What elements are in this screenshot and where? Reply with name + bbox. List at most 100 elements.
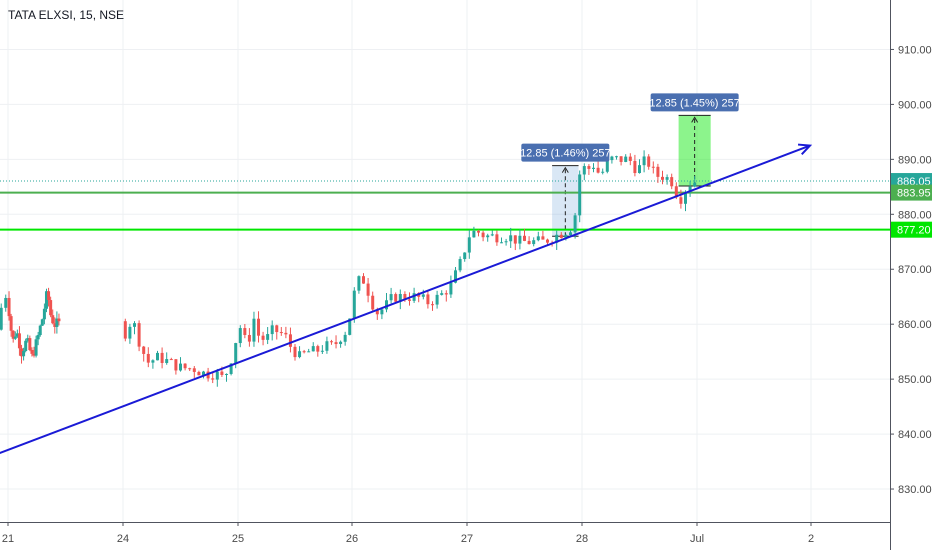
candle-body	[444, 293, 448, 295]
candle-body	[284, 332, 288, 335]
measurement-label: 12.85 (1.46%) 257	[520, 148, 611, 160]
candle-body	[137, 323, 141, 347]
x-tick-label: 21	[2, 533, 14, 545]
x-tick-label: 24	[117, 533, 129, 545]
candle-body	[311, 346, 315, 352]
candle-body	[229, 363, 233, 374]
candle-body	[30, 349, 34, 354]
trend-line[interactable]	[0, 143, 813, 481]
candle-body	[0, 307, 3, 330]
candle-body	[47, 291, 51, 301]
candle-body	[257, 318, 261, 336]
candle-body	[651, 166, 655, 168]
candle-body	[329, 341, 333, 343]
candle-body	[403, 294, 407, 300]
price-label: 877.20	[897, 225, 931, 237]
candle-body	[220, 371, 224, 375]
y-tick-label: 830.00	[898, 484, 932, 496]
candle-body	[440, 293, 444, 295]
candle-body	[38, 325, 42, 336]
x-tick-label: 2	[808, 533, 814, 545]
y-tick-label: 850.00	[898, 374, 932, 386]
candle-body	[40, 319, 44, 326]
candle-body	[518, 235, 522, 244]
candle-body	[408, 299, 411, 301]
x-tick-label: 28	[576, 533, 588, 545]
candle-body	[55, 318, 59, 327]
price-axis[interactable]: 830.00 840.00 850.00 860.00 870.00 880.00 890.…	[890, 0, 932, 550]
candle-body	[610, 156, 614, 161]
candle-body	[490, 234, 494, 236]
candle-body	[684, 192, 687, 204]
measurement-arrow-head	[561, 166, 569, 173]
candle-body	[24, 340, 28, 352]
candle-body	[22, 351, 26, 357]
candle-body	[156, 352, 159, 361]
candle-body	[252, 318, 256, 342]
candle-body	[243, 328, 247, 335]
candle-body	[431, 304, 434, 306]
candle-body	[192, 368, 196, 372]
candle-body	[435, 294, 439, 305]
candle-body	[688, 186, 692, 193]
y-tick-label: 870.00	[898, 264, 932, 276]
candle-body	[44, 291, 48, 309]
candle-body	[197, 371, 201, 376]
candlestick-series	[0, 150, 697, 387]
candle-body	[51, 315, 55, 324]
candle-body	[142, 346, 146, 354]
candle-body	[316, 346, 320, 352]
candle-body	[679, 197, 683, 204]
measurement-boxes	[552, 114, 711, 237]
candle-body	[57, 318, 61, 322]
candle-body	[555, 234, 559, 243]
trend-line-path	[0, 144, 811, 455]
candle-body	[596, 167, 600, 173]
candle-body	[348, 318, 352, 335]
candle-body	[275, 325, 279, 333]
candle-body	[307, 351, 311, 353]
candle-body	[638, 165, 641, 174]
candle-body	[592, 167, 595, 169]
candle-body	[270, 325, 274, 335]
candle-body	[128, 326, 132, 339]
candle-body	[532, 240, 536, 245]
candle-body	[225, 373, 228, 375]
candle-body	[215, 371, 219, 380]
candle-body	[394, 294, 398, 302]
measurement-label-bg	[650, 93, 739, 112]
candle-body	[578, 174, 582, 216]
candle-body	[179, 363, 182, 371]
x-tick-label: Jul	[690, 533, 704, 545]
candle-body	[26, 338, 30, 341]
time-axis[interactable]: 21 24 25 26 27 28 Jul 2	[0, 522, 890, 545]
measurement-labels: 12.85 (1.46%) 257 12.85 (1.45%) 257	[520, 93, 740, 162]
price-label-bg	[891, 221, 932, 238]
candle-body	[546, 239, 549, 243]
candle-body	[28, 338, 32, 350]
price-label-bg	[891, 184, 932, 201]
y-tick-label: 900.00	[898, 99, 932, 111]
candle-body	[385, 300, 388, 310]
candle-body	[183, 363, 187, 369]
candle-body	[123, 321, 127, 339]
candle-body	[146, 353, 150, 363]
candle-body	[261, 335, 265, 340]
symbol-title[interactable]: TATA ELXSI, 15, NSE	[8, 8, 125, 22]
candle-body	[17, 333, 21, 349]
candle-body	[34, 339, 38, 356]
candle-body	[605, 160, 609, 172]
candle-body	[320, 350, 324, 352]
candle-body	[509, 235, 513, 242]
candle-body	[426, 294, 430, 305]
candle-body	[343, 334, 347, 342]
candle-body	[412, 293, 416, 301]
price-level-lines	[0, 180, 890, 231]
candle-body	[11, 330, 15, 339]
candle-body	[477, 230, 480, 233]
measurement-arrow-head	[691, 116, 699, 123]
candle-body	[302, 351, 306, 353]
candle-body	[615, 156, 618, 158]
candle-body	[165, 359, 169, 363]
